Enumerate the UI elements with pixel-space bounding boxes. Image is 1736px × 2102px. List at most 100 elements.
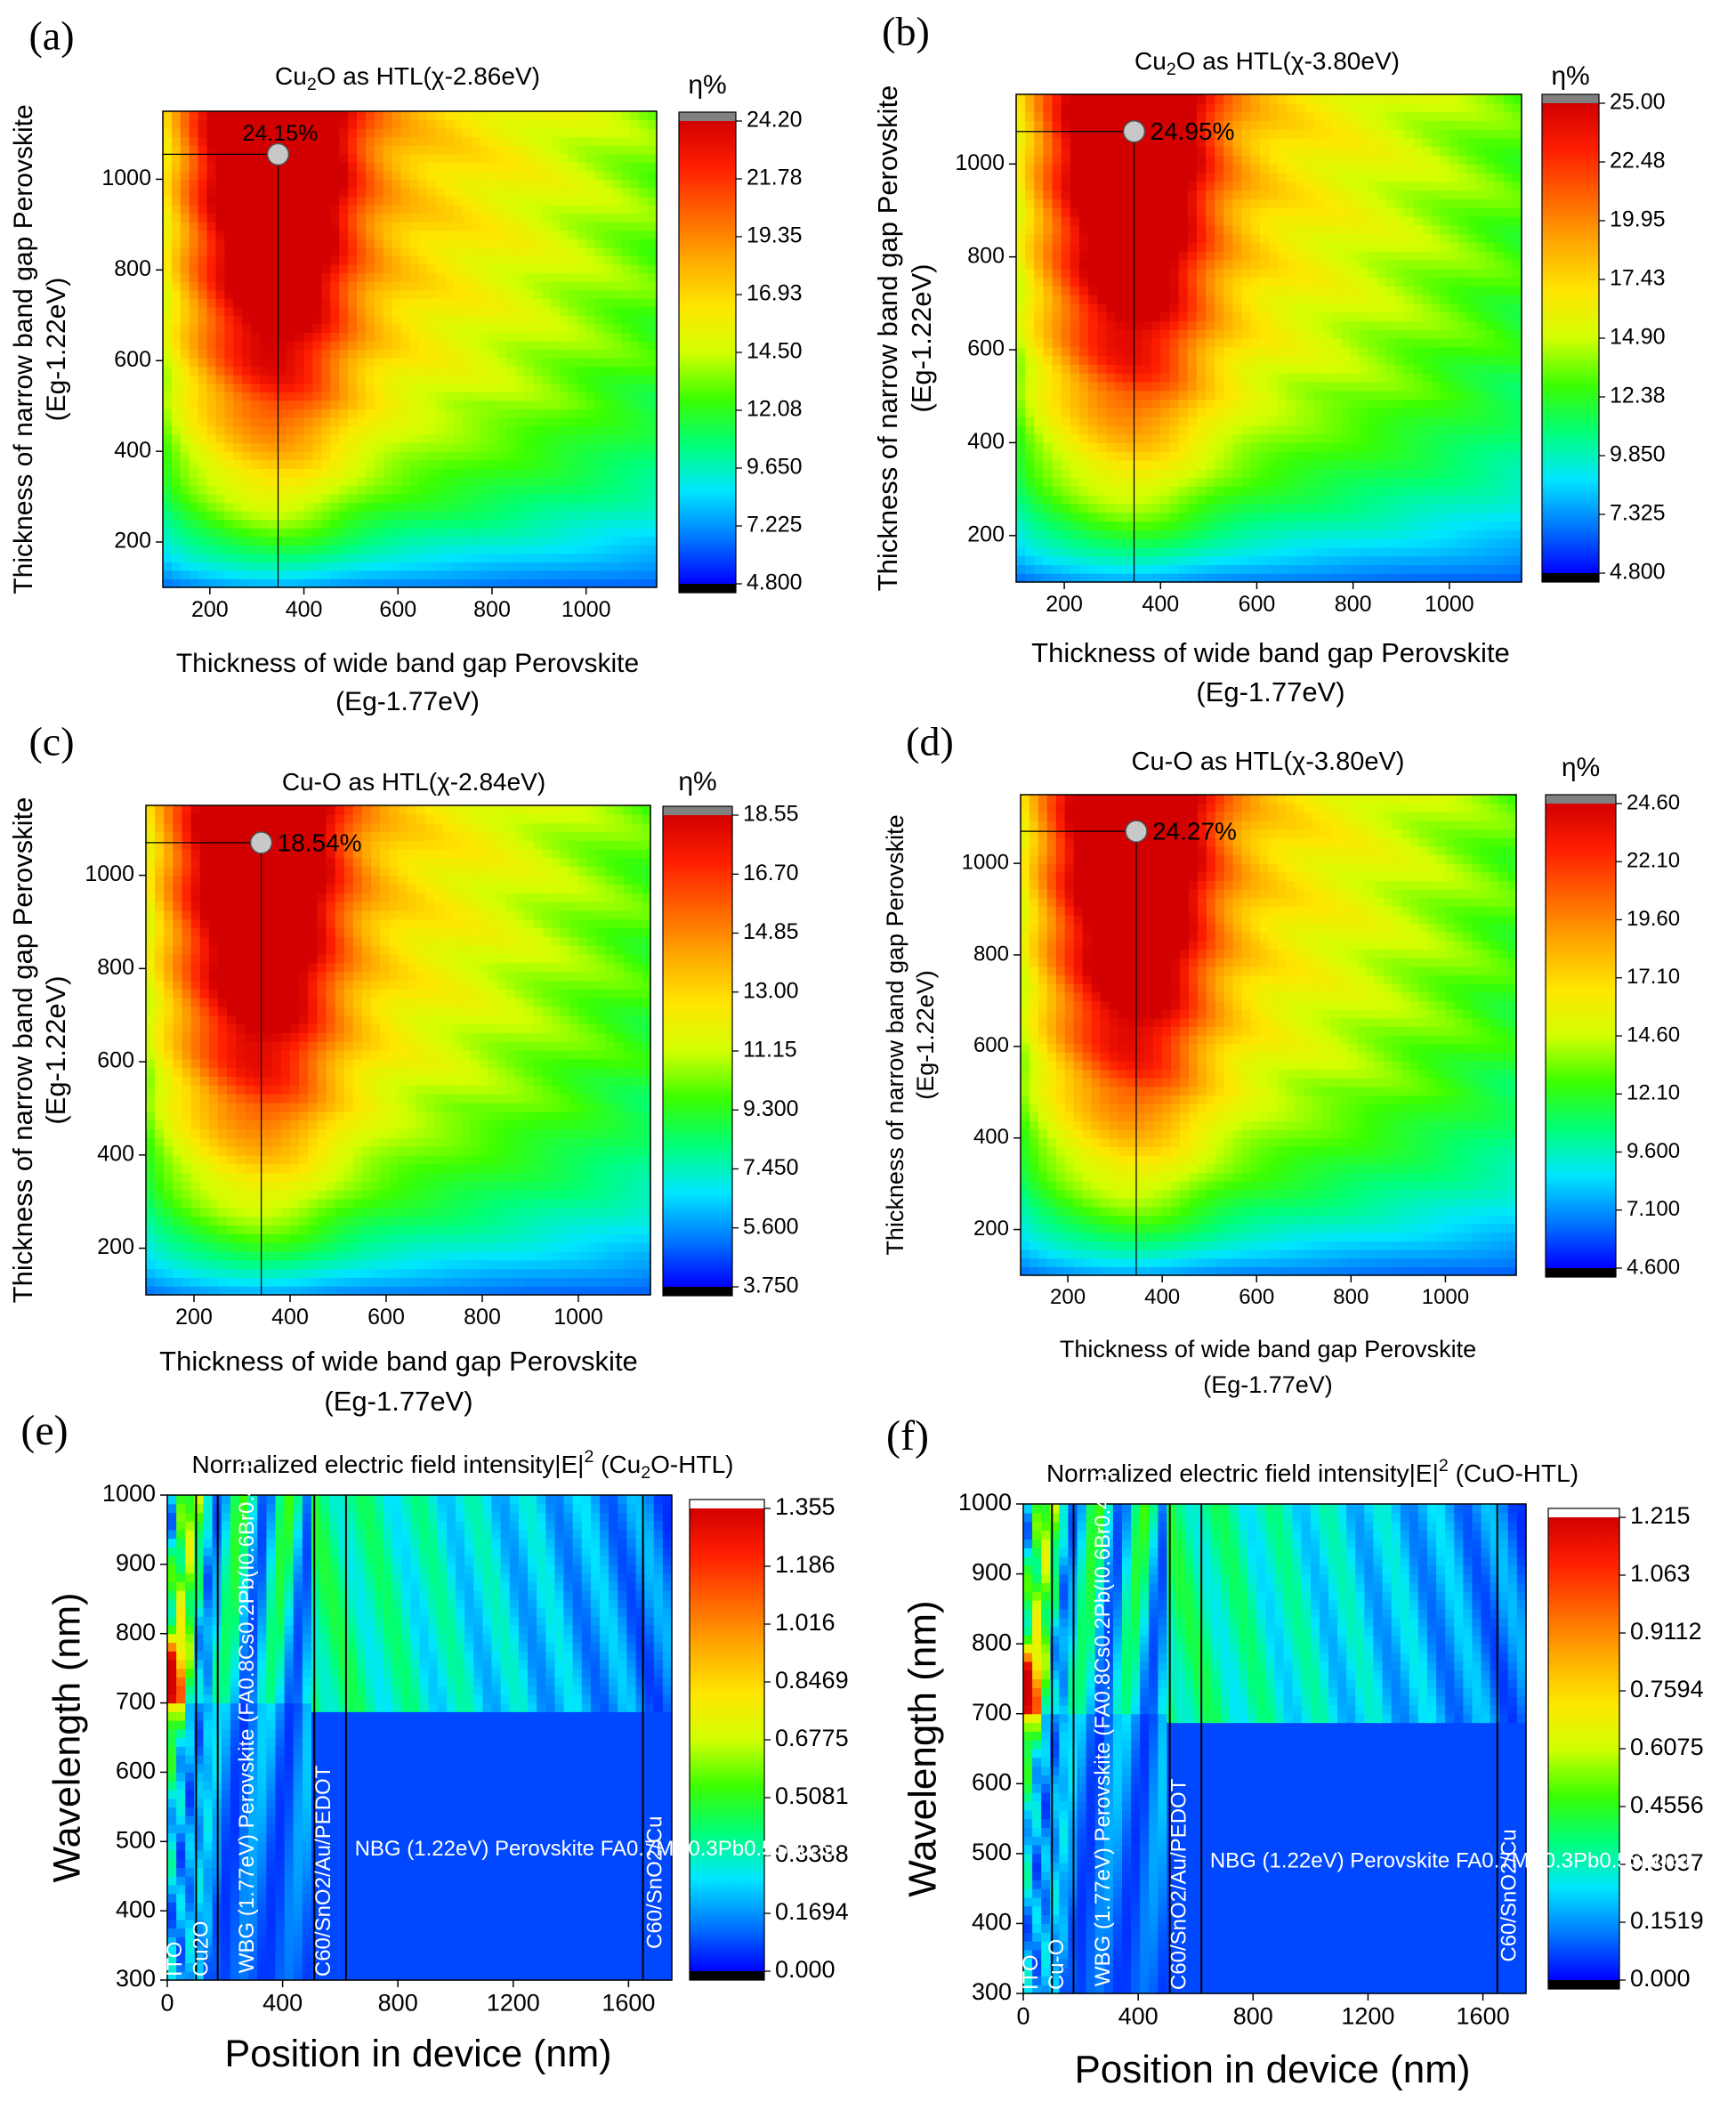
- heatmap-cell: [639, 281, 649, 291]
- heatmap-cell: [471, 281, 481, 291]
- heatmap-cell: [1151, 477, 1161, 487]
- heatmap-cell: [268, 545, 279, 554]
- heatmap-cell: [330, 493, 340, 504]
- heatmap-cell: [1269, 408, 1279, 417]
- heatmap-cell: [374, 238, 384, 248]
- heatmap-cell: [1016, 224, 1026, 235]
- heatmap-cell: [1016, 338, 1026, 348]
- heatmap-cell: [198, 230, 208, 239]
- heatmap-cell: [312, 408, 322, 418]
- heatmap-cell: [1070, 233, 1080, 243]
- heatmap-cell: [1278, 233, 1288, 243]
- heatmap-cell: [242, 383, 252, 392]
- heatmap-cell: [594, 459, 605, 469]
- heatmap-cell: [436, 187, 446, 198]
- heatmap-cell: [551, 400, 561, 409]
- heatmap-cell: [603, 493, 614, 504]
- heatmap-cell: [445, 230, 455, 239]
- heatmap-cell: [585, 476, 596, 486]
- heatmap-cell: [533, 111, 543, 121]
- heatmap-cell: [1160, 416, 1171, 426]
- heatmap-cell: [497, 315, 508, 325]
- heatmap-cell: [568, 230, 578, 239]
- heatmap-cell: [489, 247, 499, 257]
- heatmap-cell: [409, 238, 420, 248]
- heatmap-cell: [1052, 424, 1062, 435]
- heatmap-cell: [1133, 224, 1143, 235]
- heatmap-cell: [383, 145, 393, 155]
- heatmap-cell: [489, 349, 499, 359]
- heatmap-cell: [348, 451, 358, 461]
- heatmap-cell: [260, 536, 270, 546]
- heatmap-cell: [180, 323, 190, 333]
- heatmap-cell: [374, 383, 384, 392]
- heatmap-cell: [497, 493, 508, 504]
- heatmap-cell: [1106, 216, 1117, 226]
- heatmap-cell: [1206, 268, 1215, 279]
- heatmap-cell: [1088, 338, 1098, 348]
- heatmap-cell: [1287, 555, 1297, 566]
- heatmap-cell: [1043, 94, 1054, 104]
- heatmap-cell: [612, 383, 622, 392]
- heatmap-cell: [603, 476, 614, 486]
- heatmap-cell: [1269, 346, 1279, 357]
- heatmap-cell: [533, 170, 543, 181]
- heatmap-cell: [339, 306, 349, 316]
- heatmap-cell: [1187, 155, 1198, 165]
- heatmap-cell: [1070, 102, 1080, 113]
- heatmap-cell: [1259, 303, 1270, 313]
- heatmap-cell: [1124, 311, 1134, 322]
- heatmap-cell: [286, 358, 296, 368]
- heatmap-cell: [215, 511, 225, 521]
- heatmap-cell: [506, 213, 517, 222]
- heatmap-cell: [648, 553, 658, 562]
- heatmap-cell: [1296, 503, 1306, 513]
- heatmap-cell: [1016, 329, 1026, 339]
- heatmap-cell: [489, 392, 499, 401]
- heatmap-cell: [189, 528, 199, 538]
- heatmap-cell: [312, 222, 322, 231]
- heatmap-cell: [1016, 233, 1026, 243]
- heatmap-cell: [198, 247, 208, 257]
- heatmap-cell: [1232, 408, 1243, 417]
- heatmap-cell: [1124, 268, 1134, 279]
- heatmap-cell: [427, 451, 437, 461]
- heatmap-cell: [524, 255, 534, 265]
- heatmap-cell: [542, 222, 552, 231]
- heatmap-cell: [1079, 486, 1089, 496]
- heatmap-cell: [480, 468, 490, 478]
- heatmap-cell: [242, 416, 252, 427]
- colorbar-tick-label: 21.78: [747, 166, 803, 190]
- heatmap-cell: [612, 162, 622, 172]
- heatmap-cell: [312, 230, 322, 239]
- heatmap-cell: [542, 170, 552, 181]
- heatmap-cell: [462, 145, 472, 155]
- heatmap-cell: [224, 485, 234, 495]
- heatmap-cell: [409, 187, 420, 198]
- heatmap-cell: [559, 340, 569, 351]
- heatmap-cell: [585, 416, 596, 427]
- heatmap-cell: [233, 553, 243, 562]
- heatmap-cell: [339, 459, 349, 469]
- heatmap-cell: [533, 425, 543, 435]
- heatmap-cell: [409, 408, 420, 418]
- heatmap-cell: [1115, 555, 1126, 566]
- heatmap-cell: [268, 136, 279, 146]
- heatmap-cell: [180, 485, 190, 495]
- heatmap-cell: [1296, 442, 1306, 452]
- heatmap-cell: [1034, 164, 1045, 174]
- heatmap-cell: [630, 187, 640, 198]
- heatmap-cell: [612, 570, 622, 580]
- heatmap-cell: [1143, 216, 1152, 226]
- heatmap-cell: [480, 485, 490, 495]
- heatmap-cell: [286, 416, 296, 427]
- heatmap-cell: [1169, 433, 1180, 444]
- heatmap-cell: [1088, 521, 1098, 530]
- heatmap-cell: [1052, 181, 1062, 191]
- heatmap-cell: [559, 323, 569, 333]
- heatmap-cell: [180, 562, 190, 571]
- heatmap-cell: [242, 222, 252, 231]
- heatmap-cell: [559, 545, 569, 554]
- heatmap-cell: [594, 281, 605, 291]
- heatmap-cell: [1196, 233, 1207, 243]
